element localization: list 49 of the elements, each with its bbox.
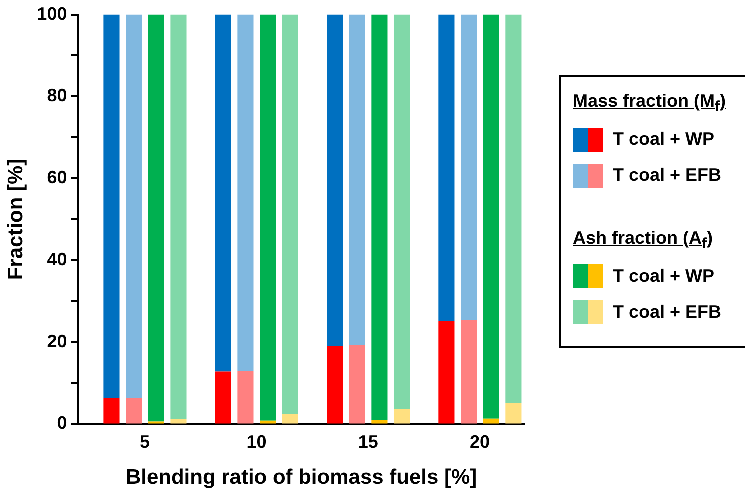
bar [104, 14, 120, 398]
y-tick-label: 0 [57, 413, 68, 434]
bar [260, 420, 276, 424]
x-tick-label: 5 [140, 432, 150, 452]
x-tick-label: 15 [358, 432, 378, 452]
bar [148, 14, 164, 422]
x-tick-label: 10 [246, 432, 267, 452]
y-tick-label: 60 [47, 168, 68, 188]
bar [170, 419, 187, 424]
bar [372, 14, 388, 420]
bar [126, 398, 142, 424]
bar [260, 14, 276, 421]
bar [372, 420, 388, 424]
bar [394, 14, 410, 410]
bar [483, 418, 500, 424]
y-tick-label: 20 [47, 331, 68, 352]
bar [215, 372, 232, 424]
bar [327, 14, 344, 346]
bar [126, 14, 142, 398]
bar [394, 409, 410, 424]
legend-label: T coal + WP [613, 266, 715, 287]
bar [170, 14, 187, 420]
y-tick-label: 80 [47, 86, 68, 106]
x-tick-label: 20 [470, 432, 490, 452]
y-tick-label: 100 [37, 4, 68, 24]
bar [238, 370, 254, 424]
bar [506, 14, 522, 404]
bar [327, 346, 344, 424]
bar [349, 14, 366, 346]
bar [104, 398, 120, 424]
bar [506, 403, 522, 424]
bar [438, 14, 455, 322]
bar [349, 345, 366, 424]
y-axis-title: Fraction [%] [4, 158, 28, 280]
bar [438, 321, 455, 424]
legend-label: T coal + EFB [613, 302, 722, 323]
bar [460, 14, 478, 320]
bar [282, 14, 298, 414]
y-tick-label: 40 [47, 249, 68, 270]
bar [282, 414, 298, 424]
bar [460, 320, 478, 424]
text: Ash fraction (A$_{f}$) [573, 228, 714, 252]
x-axis-title: Blending ratio of biomass fuels [%] [126, 466, 478, 490]
bar [238, 14, 254, 371]
text: Mass fraction (M$_{f}$) [573, 91, 728, 116]
legend-label: T coal + WP [613, 129, 715, 150]
bar [215, 14, 232, 372]
legend-label: T coal + EFB [613, 165, 722, 186]
bar [483, 14, 500, 419]
